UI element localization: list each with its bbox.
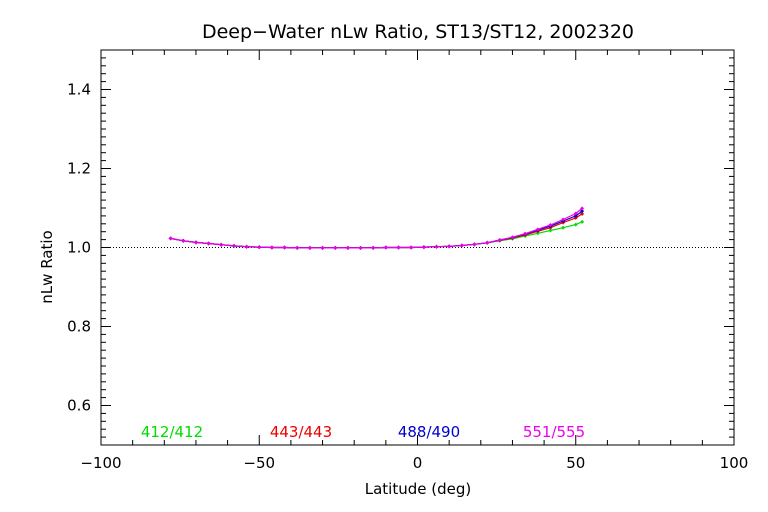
data-point <box>523 231 528 236</box>
data-point <box>421 245 426 250</box>
data-point <box>535 227 540 232</box>
data-point <box>168 236 173 241</box>
data-point <box>409 245 414 250</box>
legend-label: 443/443 <box>270 423 332 441</box>
y-tick-label: 1.2 <box>67 160 91 178</box>
x-tick-label: −100 <box>80 454 121 472</box>
x-tick-label: 0 <box>413 454 423 472</box>
data-point <box>580 206 585 211</box>
data-point <box>371 245 376 250</box>
series-group <box>168 206 585 250</box>
legend: 412/412 443/443 488/490 551/555 <box>141 423 585 441</box>
data-point <box>573 222 578 227</box>
data-point <box>485 240 490 245</box>
legend-label: 551/555 <box>523 423 585 441</box>
y-tick-label: 0.6 <box>67 397 91 415</box>
data-point <box>282 245 287 250</box>
x-tick-label: 100 <box>720 454 749 472</box>
data-point <box>580 209 585 214</box>
data-point <box>269 245 274 250</box>
data-point <box>561 217 566 222</box>
data-point <box>206 241 211 246</box>
data-point <box>345 245 350 250</box>
series-line <box>170 210 583 249</box>
data-point <box>573 211 578 216</box>
legend-label: 488/490 <box>398 423 460 441</box>
series-line <box>170 207 583 249</box>
data-point <box>320 245 325 250</box>
data-point <box>231 243 236 248</box>
chart-title: Deep−Water nLw Ratio, ST13/ST12, 2002320 <box>202 21 634 43</box>
data-point <box>358 245 363 250</box>
data-point <box>580 219 585 224</box>
data-point <box>548 228 553 233</box>
data-point <box>193 240 198 245</box>
data-point <box>396 245 401 250</box>
x-tick-label: −50 <box>243 454 275 472</box>
data-point <box>307 245 312 250</box>
series-line <box>170 213 583 249</box>
data-point <box>497 237 502 242</box>
data-point <box>333 245 338 250</box>
data-point <box>472 242 477 247</box>
data-point <box>434 244 439 249</box>
x-tick-label: 50 <box>566 454 585 472</box>
y-axis-label: nLw Ratio <box>38 230 56 303</box>
data-point <box>383 245 388 250</box>
data-point <box>257 245 262 250</box>
x-axis-label: Latitude (deg) <box>365 480 471 498</box>
y-tick-label: 0.8 <box>67 318 91 336</box>
data-point <box>219 242 224 247</box>
data-point <box>548 222 553 227</box>
axis-ticks: −100 −50 0 50 100 0.6 0.8 1.0 1.2 1.4 <box>67 49 749 472</box>
data-point <box>181 238 186 243</box>
legend-label: 412/412 <box>141 423 203 441</box>
data-point <box>510 235 515 240</box>
data-point <box>459 243 464 248</box>
y-tick-label: 1.0 <box>67 239 91 257</box>
data-point <box>580 211 585 216</box>
y-tick-label: 1.4 <box>67 81 91 99</box>
data-point <box>561 225 566 230</box>
data-point <box>573 213 578 218</box>
data-point <box>447 244 452 249</box>
data-point <box>244 244 249 249</box>
data-point <box>295 245 300 250</box>
